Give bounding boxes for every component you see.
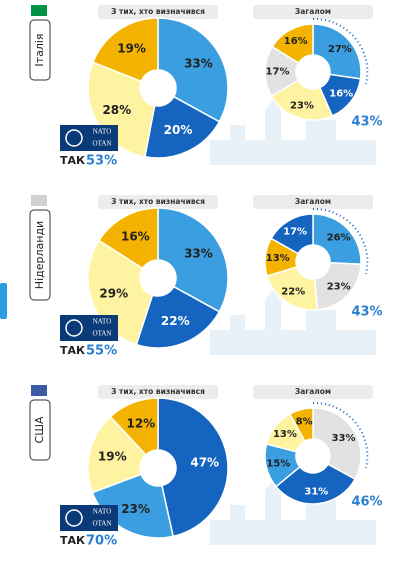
slice-label: 33% bbox=[184, 57, 213, 71]
yes-text: ТАК bbox=[60, 344, 85, 357]
pie-slice bbox=[312, 213, 362, 266]
pie-slice bbox=[144, 95, 221, 159]
header-box bbox=[253, 195, 373, 209]
slice-label: 19% bbox=[98, 450, 127, 464]
header-box bbox=[98, 385, 218, 399]
slice-label: 16% bbox=[329, 88, 353, 99]
logo-nato: NATO bbox=[93, 128, 112, 136]
logo-nato: NATO bbox=[93, 318, 112, 326]
yes-value: 55% bbox=[86, 344, 117, 359]
logo-otan: OTAN bbox=[93, 520, 112, 528]
slice-label: 13% bbox=[273, 429, 297, 440]
pie-slice bbox=[274, 463, 357, 505]
header: З тих, хто визначився bbox=[111, 7, 205, 16]
slice-label: 33% bbox=[332, 433, 356, 444]
dotted-arc bbox=[312, 401, 369, 469]
slice-label: 16% bbox=[121, 229, 150, 243]
header: Загалом bbox=[295, 197, 331, 206]
header: З тих, хто визначився bbox=[111, 387, 205, 396]
pie-slice bbox=[157, 207, 229, 313]
header: З тих, хто визначився bbox=[111, 197, 205, 206]
logo-emblem bbox=[65, 319, 83, 337]
slice-label: 19% bbox=[117, 42, 146, 56]
pie-slice bbox=[266, 266, 319, 311]
header-box bbox=[98, 195, 218, 209]
slice-label: 8% bbox=[296, 417, 313, 428]
slice-label: 31% bbox=[304, 486, 328, 497]
pie-slice bbox=[270, 213, 314, 255]
total-label: 43% bbox=[351, 115, 382, 130]
slice-label: 12% bbox=[126, 417, 155, 431]
pie-slice bbox=[97, 207, 159, 270]
skyline bbox=[210, 290, 376, 355]
pie-slice bbox=[135, 285, 221, 349]
country-name: Італія bbox=[33, 33, 46, 66]
pie-slice bbox=[91, 17, 159, 83]
country-name: Нідерланди bbox=[33, 221, 46, 289]
pie-slice bbox=[157, 397, 229, 538]
total-label: 46% bbox=[351, 495, 382, 510]
country-box bbox=[29, 209, 51, 301]
country-box bbox=[29, 19, 51, 81]
skyline bbox=[210, 480, 376, 545]
pie-slice bbox=[87, 415, 147, 494]
pie-slice bbox=[109, 397, 159, 456]
yes-text: ТАК bbox=[60, 154, 85, 167]
logo-emblem bbox=[65, 509, 83, 527]
yes-text: ТАК bbox=[60, 534, 85, 547]
slice-label: 17% bbox=[283, 226, 307, 237]
flag bbox=[31, 5, 47, 16]
slice-label: 26% bbox=[327, 232, 351, 243]
pie-slice bbox=[91, 473, 175, 539]
slice-label: 23% bbox=[290, 101, 314, 112]
slice-label: 22% bbox=[161, 314, 190, 328]
country-name: США bbox=[33, 416, 46, 443]
slice-label: 23% bbox=[121, 502, 150, 516]
logo-box bbox=[60, 315, 118, 341]
flag bbox=[31, 385, 47, 396]
pie-slice bbox=[312, 23, 362, 80]
header-box bbox=[253, 5, 373, 19]
total-label: 43% bbox=[351, 305, 382, 320]
pie-slice bbox=[270, 79, 334, 121]
pie-slice bbox=[312, 407, 362, 481]
slice-label: 33% bbox=[184, 247, 213, 261]
yes-value: 53% bbox=[86, 154, 117, 169]
pie-slice bbox=[157, 17, 229, 123]
pie-slice bbox=[288, 407, 314, 443]
slice-label: 17% bbox=[266, 66, 290, 77]
skyline bbox=[210, 100, 376, 165]
slice-label: 15% bbox=[266, 459, 290, 470]
slice-label: 13% bbox=[266, 253, 290, 264]
flag bbox=[31, 195, 47, 206]
header: Загалом bbox=[295, 387, 331, 396]
yes-value: 70% bbox=[86, 534, 117, 549]
slice-label: 28% bbox=[102, 103, 131, 117]
side-tab bbox=[0, 283, 7, 319]
header-box bbox=[98, 5, 218, 19]
slice-label: 20% bbox=[164, 123, 193, 137]
slice-label: 27% bbox=[328, 44, 352, 55]
slice-label: 47% bbox=[190, 455, 219, 469]
slice-label: 23% bbox=[327, 282, 351, 293]
logo-otan: OTAN bbox=[93, 140, 112, 148]
dotted-arc bbox=[312, 17, 369, 85]
logo-nato: NATO bbox=[93, 508, 112, 516]
slice-label: 16% bbox=[284, 36, 308, 47]
logo-box bbox=[60, 505, 118, 531]
pie-slice bbox=[271, 23, 314, 65]
dotted-arc bbox=[312, 207, 369, 275]
logo-otan: OTAN bbox=[93, 330, 112, 338]
logo-box bbox=[60, 125, 118, 151]
slice-label: 22% bbox=[281, 286, 305, 297]
logo-emblem bbox=[65, 129, 83, 147]
slice-label: 29% bbox=[99, 286, 128, 300]
country-box bbox=[29, 399, 51, 461]
header-box bbox=[253, 385, 373, 399]
header: Загалом bbox=[295, 7, 331, 16]
